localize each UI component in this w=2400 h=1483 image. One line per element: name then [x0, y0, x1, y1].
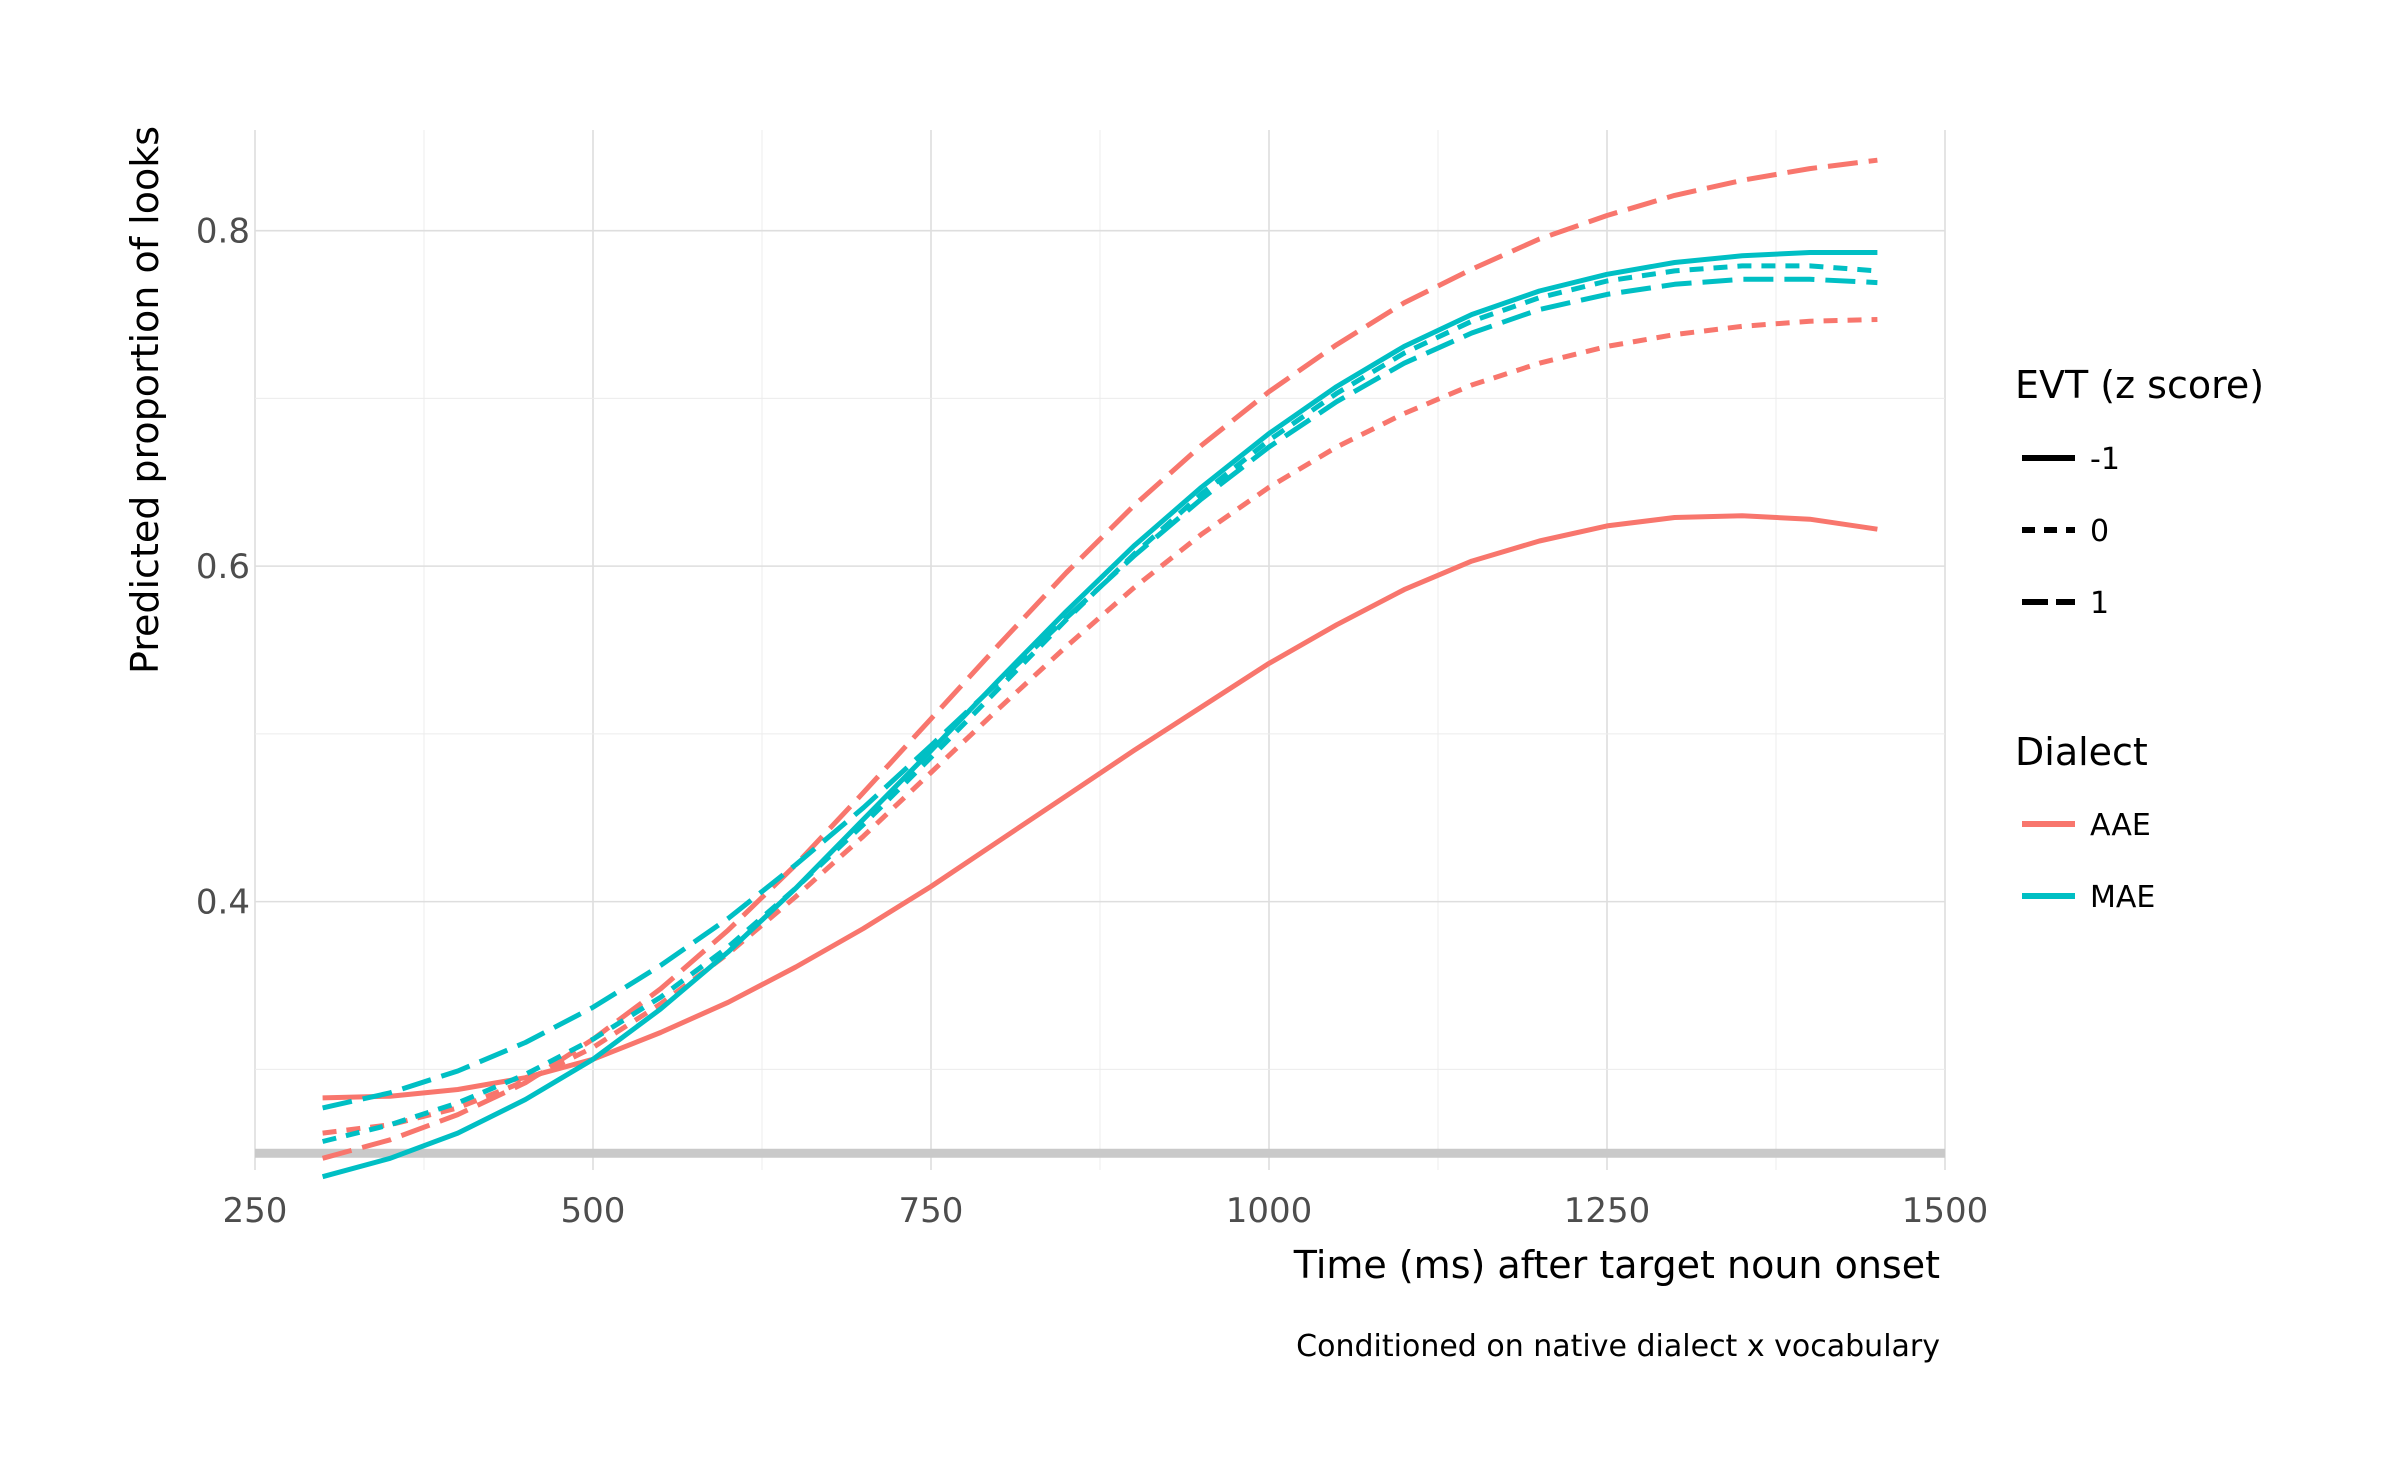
legend-evt: EVT (z score) -1 0 1: [2015, 363, 2264, 621]
x-axis-title: Time (ms) after target noun onset: [1293, 1243, 1940, 1287]
legend-dialect-label: MAE: [2090, 880, 2155, 915]
x-tick-label: 750: [899, 1191, 964, 1231]
series-line-mae-evt--1: [321, 250, 1878, 1180]
x-axis-ticks: 250 500 750 1000 1250 1500: [223, 1191, 1989, 1231]
series-line-aae-evt-0: [322, 317, 1878, 1136]
legend-dialect: Dialect AAE MAE: [2015, 730, 2155, 915]
legend-evt-label: 1: [2090, 586, 2109, 621]
series-line-aae-evt--1: [322, 513, 1878, 1101]
legend-evt-label: 0: [2090, 514, 2109, 549]
chart-caption: Conditioned on native dialect x vocabula…: [1296, 1329, 1940, 1364]
y-axis-ticks: 0.4 0.6 0.8: [196, 212, 250, 923]
legend-evt-title: EVT (z score): [2015, 363, 2264, 407]
legend-dialect-title: Dialect: [2015, 730, 2148, 774]
y-axis-title: Predicted proportion of looks: [123, 126, 167, 674]
legend-dialect-label: AAE: [2090, 808, 2151, 843]
y-tick-label: 0.6: [196, 547, 250, 587]
x-tick-label: 250: [223, 1191, 288, 1231]
x-tick-label: 1000: [1226, 1191, 1313, 1231]
series-lines: [321, 157, 1878, 1180]
legend-evt-label: -1: [2090, 442, 2120, 477]
y-tick-label: 0.8: [196, 212, 250, 252]
x-tick-label: 1250: [1564, 1191, 1651, 1231]
y-tick-label: 0.4: [196, 883, 250, 923]
x-tick-label: 500: [561, 1191, 626, 1231]
x-tick-label: 1500: [1902, 1191, 1989, 1231]
series-line-aae-evt-1: [321, 157, 1878, 1161]
series-line-mae-evt-1: [322, 276, 1878, 1111]
grid-lines: [254, 130, 1946, 1170]
